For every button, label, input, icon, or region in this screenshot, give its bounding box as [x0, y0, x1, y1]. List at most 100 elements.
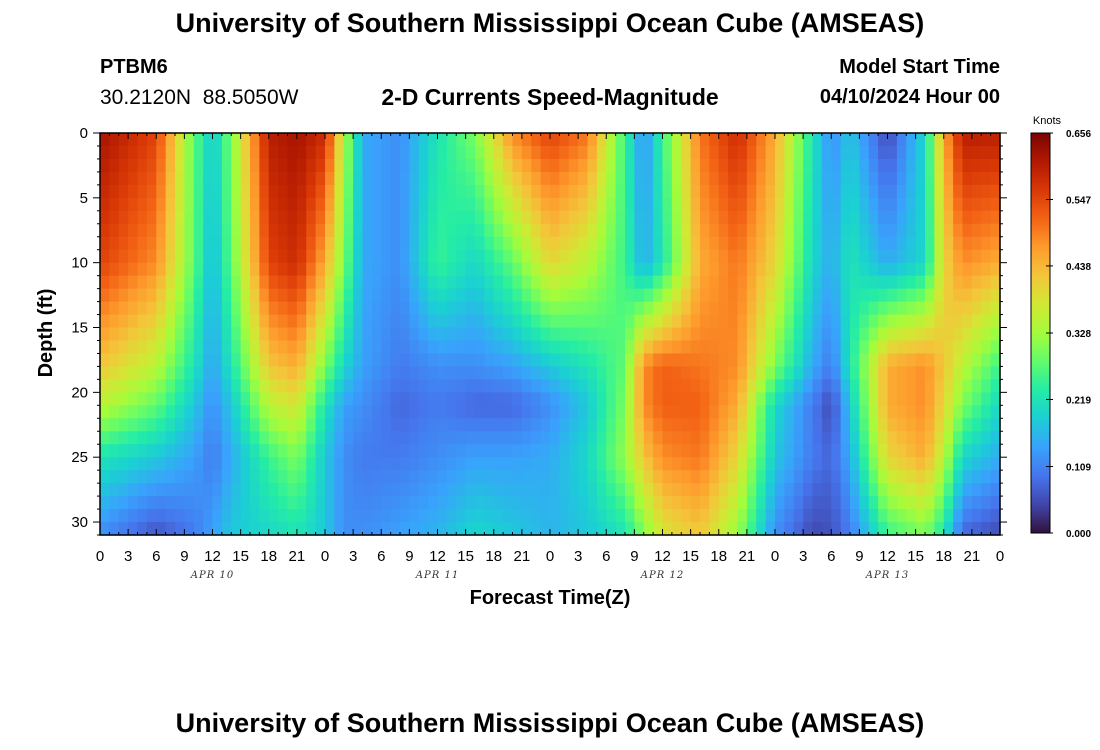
heatmap-cell [981, 262, 992, 277]
heatmap-cell [971, 366, 982, 380]
heatmap-cell [568, 353, 579, 368]
heatmap-cell [634, 210, 645, 225]
heatmap-cell [953, 223, 964, 238]
heatmap-cell [334, 366, 345, 380]
heatmap-cell [325, 522, 335, 536]
heatmap-cell [615, 184, 626, 199]
heatmap-cell [943, 522, 954, 536]
heatmap-cell [531, 301, 542, 316]
heatmap-cell [718, 262, 729, 277]
heatmap-cell [859, 353, 870, 368]
heatmap-cell [812, 392, 823, 406]
x-tick-label: 6 [377, 548, 385, 565]
heatmap-cell [343, 444, 354, 458]
heatmap-cell [128, 158, 139, 173]
heatmap-cell [981, 184, 992, 199]
heatmap-cell [512, 249, 523, 264]
heatmap-cell [887, 288, 898, 303]
heatmap-cell [240, 327, 251, 342]
heatmap-cell [428, 262, 439, 277]
heatmap-cell [587, 158, 598, 173]
heatmap-cell [709, 405, 720, 419]
heatmap-cell [700, 133, 710, 147]
heatmap-cell [465, 496, 476, 510]
heatmap-cell [625, 275, 635, 290]
heatmap-cell [521, 133, 532, 147]
heatmap-cell [662, 405, 673, 419]
heatmap-cell [896, 197, 907, 212]
heatmap-cell [325, 275, 335, 290]
heatmap-cell [878, 184, 889, 199]
heatmap-cell [812, 522, 823, 536]
heatmap-cell [756, 262, 767, 277]
heatmap-cell [315, 366, 326, 380]
heatmap-cell [859, 327, 870, 342]
heatmap-cell [203, 418, 214, 432]
heatmap-cell [512, 301, 523, 316]
heatmap-cell [400, 431, 410, 445]
heatmap-cell [596, 314, 607, 329]
heatmap-cell [221, 197, 232, 212]
heatmap-cell [934, 392, 945, 406]
heatmap-cell [934, 184, 945, 199]
heatmap-cell [268, 353, 279, 368]
footer-title: University of Southern Mississippi Ocean… [175, 708, 925, 738]
heatmap-cell [315, 483, 326, 497]
heatmap-cell [306, 197, 317, 212]
heatmap-cell [512, 262, 523, 277]
heatmap-cell [475, 353, 485, 368]
heatmap-cell [362, 223, 373, 238]
heatmap-cell [465, 275, 476, 290]
heatmap-cell [109, 171, 120, 186]
heatmap-cell [709, 249, 720, 264]
heatmap-cell [737, 301, 748, 316]
heatmap-cell [381, 379, 392, 393]
heatmap-cell [746, 431, 757, 445]
heatmap-cell [812, 301, 823, 316]
model-start-value: 04/10/2024 Hour 00 [819, 86, 1000, 108]
heatmap-cell [625, 392, 635, 406]
heatmap-cell [784, 210, 795, 225]
heatmap-cell [325, 314, 335, 329]
heatmap-cell [390, 431, 401, 445]
heatmap-cell [737, 158, 748, 173]
heatmap-cell [343, 275, 354, 290]
heatmap-cell [428, 405, 439, 419]
heatmap-cell [315, 327, 326, 342]
heatmap-cell [531, 197, 542, 212]
heatmap-cell [671, 496, 682, 510]
heatmap-cell [465, 470, 476, 484]
heatmap-cell [606, 366, 617, 380]
heatmap-cell [418, 457, 429, 471]
heatmap-cell [953, 236, 964, 251]
heatmap-cell [296, 262, 307, 277]
heatmap-cell [953, 327, 964, 342]
heatmap-cell [540, 223, 551, 238]
heatmap-cell [746, 197, 757, 212]
heatmap-cell [118, 366, 129, 380]
heatmap-cell [559, 418, 570, 432]
heatmap-cell [559, 327, 570, 342]
x-tick-label: 21 [289, 548, 306, 565]
heatmap-cell [306, 262, 317, 277]
heatmap-cell [981, 158, 992, 173]
heatmap-cell [437, 184, 448, 199]
heatmap-cell [915, 223, 926, 238]
heatmap-cell [718, 184, 729, 199]
heatmap-cell [737, 197, 748, 212]
heatmap-cell [503, 314, 514, 329]
heatmap-cell [278, 301, 289, 316]
heatmap-cell [203, 379, 214, 393]
heatmap-cell [615, 431, 626, 445]
heatmap-cell [400, 249, 410, 264]
heatmap-cell [109, 522, 120, 536]
heatmap-cell [118, 197, 129, 212]
heatmap-cell [512, 236, 523, 251]
heatmap-cell [362, 418, 373, 432]
heatmap-cell [137, 288, 148, 303]
heatmap-cell [475, 496, 485, 510]
heatmap-cell [390, 457, 401, 471]
heatmap-cell [184, 184, 195, 199]
x-tick-label: 6 [602, 548, 610, 565]
heatmap-cell [390, 158, 401, 173]
